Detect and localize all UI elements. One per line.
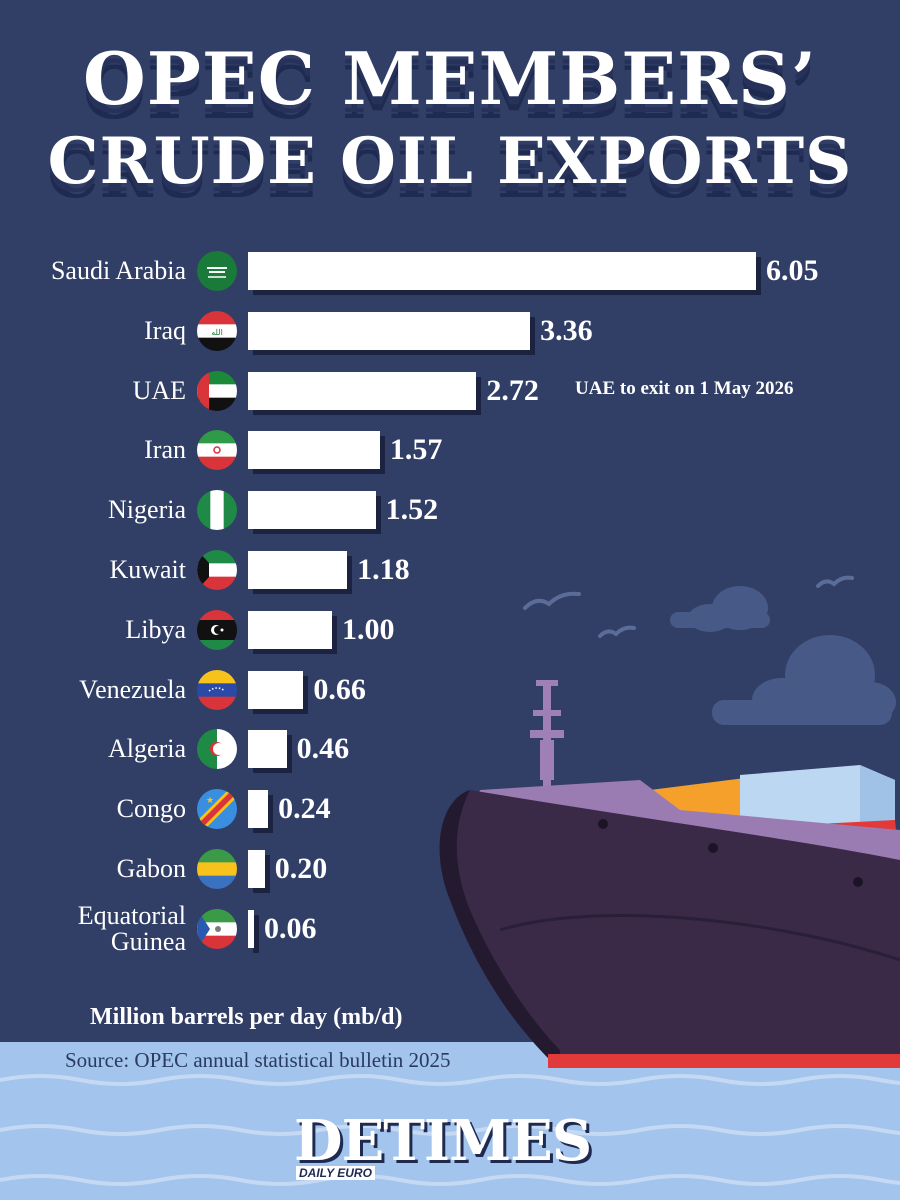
uae-flag-icon <box>197 370 237 411</box>
country-label: Venezuela <box>79 674 186 704</box>
bar <box>248 670 304 709</box>
country-label-line: Algeria <box>108 734 186 764</box>
data-label: 0.20 <box>274 852 328 885</box>
libya-flag-icon <box>197 609 237 650</box>
country-label-line: Guinea <box>110 926 186 956</box>
bar <box>248 909 254 948</box>
country-label: Algeria <box>108 736 186 762</box>
page-title-shadow: CRUDE OIL EXPORTS <box>47 132 853 207</box>
cloud-icon <box>670 586 896 725</box>
country-label-line: Iraq <box>144 315 186 345</box>
country-label-line: Kuwait <box>109 555 186 584</box>
data-label: 1.00 <box>341 612 395 646</box>
country-label: Libya <box>125 614 186 644</box>
bird-icon <box>523 575 854 638</box>
water-waves <box>0 1074 900 1186</box>
country-label-line: Iran <box>144 435 186 465</box>
bar <box>248 311 531 350</box>
page-title-line-1: OPEC MEMBERS’ <box>82 36 818 121</box>
kuwait-flag-icon <box>197 550 237 590</box>
data-label: 1.52 <box>385 493 439 527</box>
data-label: 2.72 <box>486 373 539 407</box>
axis-unit-label: Million barrels per day (mb/d) <box>90 1004 403 1030</box>
country-label-line: Congo <box>116 794 186 824</box>
country-label-line: Saudi Arabia <box>50 256 186 285</box>
equatorial-guinea-flag-icon <box>197 908 237 949</box>
data-label: 0.24 <box>278 792 331 826</box>
porthole-icon <box>598 819 863 887</box>
data-label: 1.18 <box>357 553 410 586</box>
data-label: 0.46 <box>296 732 350 766</box>
svg-text:الله: الله <box>211 328 223 337</box>
data-label: 0.06 <box>264 911 317 945</box>
bar <box>248 850 265 888</box>
iran-flag-icon <box>197 430 237 471</box>
country-label: Congo <box>117 796 186 822</box>
bar <box>248 551 348 589</box>
bar <box>248 252 756 290</box>
bar <box>248 491 376 530</box>
data-label: 0.66 <box>313 672 366 706</box>
logo-subtitle: DAILY EURO <box>296 1166 375 1180</box>
uae-annotation: UAE to exit on 1 May 2026 <box>575 378 794 399</box>
nigeria-flag-icon <box>197 490 237 531</box>
country-label: Iran <box>144 437 186 463</box>
page-title-line-2: CRUDE OIL EXPORTS <box>47 124 853 199</box>
country-label-line: UAE <box>132 375 186 405</box>
data-label: 1.57 <box>389 433 443 467</box>
page-title-shadow: CRUDE OIL EXPORTS <box>47 138 853 213</box>
congo-flag-icon: ★ <box>197 789 237 830</box>
ship-deck <box>470 780 900 860</box>
bar <box>248 431 380 470</box>
ship-mast <box>530 680 564 790</box>
logo-text: DETIMES <box>294 1108 592 1174</box>
country-label: Gabon <box>117 856 186 882</box>
bar <box>248 610 332 649</box>
iraq-flag-icon: الله <box>197 310 237 351</box>
bar <box>248 371 477 410</box>
country-label: Kuwait <box>109 557 186 583</box>
source-note: Source: OPEC annual statistical bulletin… <box>65 1048 451 1072</box>
country-label: Nigeria <box>108 497 186 523</box>
country-label: UAE <box>132 375 186 405</box>
bar <box>248 790 269 829</box>
country-label: Saudi Arabia <box>51 258 186 284</box>
country-label: Equatorial Guinea <box>77 900 186 956</box>
algeria-flag-icon <box>197 729 237 770</box>
page-title-shadow: OPEC MEMBERS’ <box>82 44 818 129</box>
venezuela-flag-icon <box>197 669 237 710</box>
country-label: Iraq <box>144 315 186 345</box>
country-label-line: Venezuela <box>79 674 186 704</box>
data-label: 3.36 <box>540 313 593 347</box>
saudi-arabia-flag-icon <box>197 251 237 291</box>
svg-text:★: ★ <box>206 796 214 806</box>
country-label-line: Gabon <box>116 854 186 883</box>
ship-hull <box>439 790 900 1060</box>
gabon-flag-icon <box>197 849 237 889</box>
page-title-shadow: OPEC MEMBERS’ <box>82 50 818 135</box>
country-label-line: Libya <box>125 614 186 644</box>
logo: DETIMES DAILY EURO <box>294 1108 604 1188</box>
country-label-line: Equatorial <box>77 900 186 930</box>
data-label: 6.05 <box>766 254 819 287</box>
bar <box>248 730 287 769</box>
country-label-line: Nigeria <box>108 495 186 525</box>
